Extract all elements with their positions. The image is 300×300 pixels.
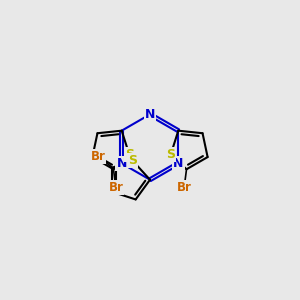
Text: N: N [145,108,155,121]
Text: S: S [128,154,137,167]
Text: N: N [173,157,184,170]
Text: N: N [116,157,127,170]
Text: Br: Br [177,181,192,194]
Text: S: S [125,148,134,161]
Text: S: S [166,148,175,161]
Text: Br: Br [108,181,123,194]
Text: Br: Br [90,150,105,163]
